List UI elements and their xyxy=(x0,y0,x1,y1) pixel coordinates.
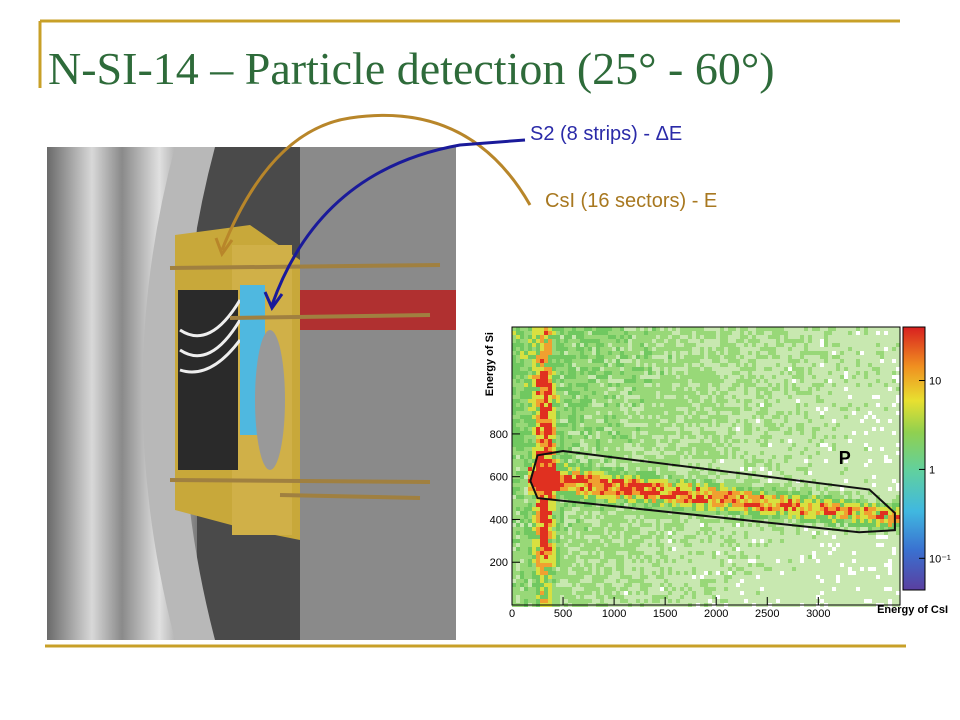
x-axis-label: Energy of CsI xyxy=(877,604,948,616)
colorbar-tick-label: 10⁻¹ xyxy=(929,553,951,565)
y-tick-label: 200 xyxy=(490,557,508,569)
colorbar-tick-label: 1 xyxy=(929,464,935,476)
y-axis-label: Energy of Si xyxy=(484,332,496,396)
y-tick-label: 600 xyxy=(490,472,508,484)
region-label: P xyxy=(839,448,851,468)
x-tick-label: 2000 xyxy=(704,608,728,620)
x-tick-label: 0 xyxy=(509,608,515,620)
y-tick-label: 800 xyxy=(490,429,508,441)
density-cells xyxy=(512,327,900,607)
y-tick-label: 400 xyxy=(490,514,508,526)
x-tick-label: 3000 xyxy=(806,608,830,620)
x-tick-label: 2500 xyxy=(755,608,779,620)
plot: P 0 500 1000 1500 2000 2500 3000 200 400 600 800 Ene… xyxy=(484,326,951,620)
s2-arrowhead xyxy=(263,291,284,312)
density-cells xyxy=(512,327,900,607)
region-contour xyxy=(529,450,896,534)
x-tick-label: 500 xyxy=(554,608,572,620)
x-tick-label: 1000 xyxy=(602,608,626,620)
csi-label: CsI (16 sectors) - E xyxy=(545,190,717,212)
csi-arrow xyxy=(220,113,532,251)
csi-arrowhead xyxy=(214,237,234,258)
colorbar-tick-label: 10 xyxy=(929,376,941,388)
x-tick-label: 1500 xyxy=(653,608,677,620)
density-cells xyxy=(512,327,900,607)
s2-label: S2 (8 strips) - ΔE xyxy=(530,123,682,145)
s2-arrow xyxy=(270,138,526,306)
slide-title: N-SI-14 – Particle detection (25° - 60°) xyxy=(48,43,775,94)
photo xyxy=(47,147,456,640)
colorbar xyxy=(902,326,926,591)
plot-frame xyxy=(511,326,901,606)
